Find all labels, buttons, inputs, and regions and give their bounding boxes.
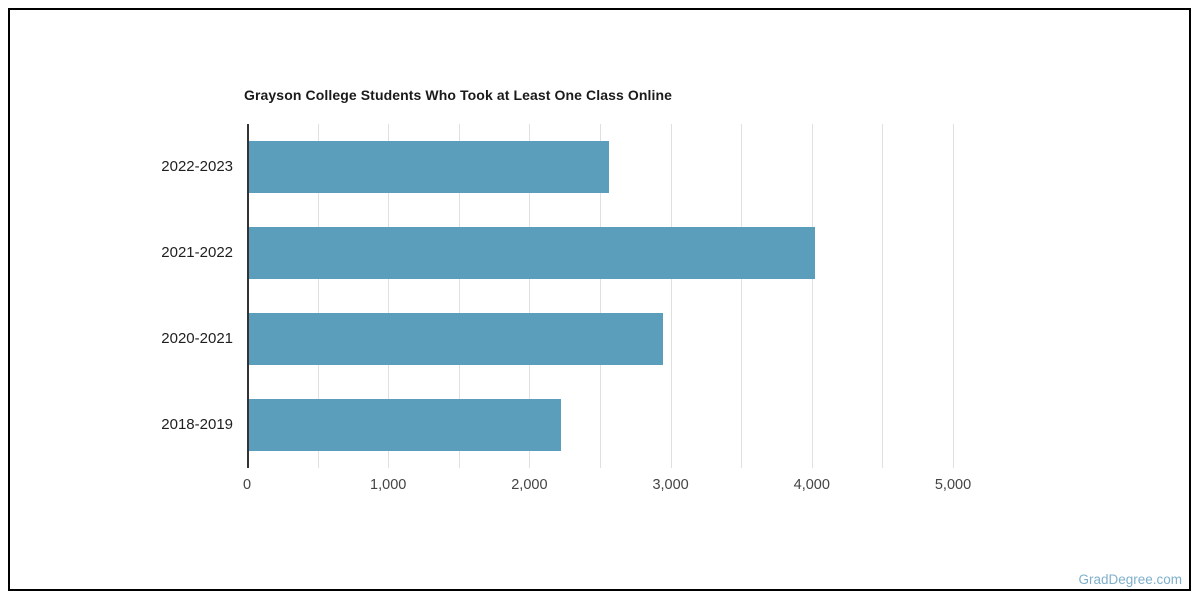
gridline bbox=[458, 124, 460, 468]
gridline bbox=[670, 124, 672, 468]
gridline bbox=[600, 124, 601, 468]
x-axis-tick-label: 5,000 bbox=[934, 477, 972, 493]
bar-2020-2021 bbox=[249, 313, 663, 365]
gridline bbox=[882, 124, 884, 468]
graddegree-watermark-link[interactable]: GradDegree.com bbox=[1078, 572, 1182, 587]
bar-2022-2023 bbox=[249, 141, 610, 193]
gridline bbox=[953, 124, 954, 468]
gridline bbox=[317, 124, 319, 468]
x-axis-tick-label: 0 bbox=[242, 477, 252, 493]
y-axis-label: 2021-2022 bbox=[161, 244, 233, 261]
y-axis-baseline bbox=[247, 124, 249, 468]
gridline bbox=[388, 124, 390, 468]
gridline bbox=[811, 124, 813, 468]
x-axis-tick-label: 4,000 bbox=[793, 477, 830, 493]
gridline bbox=[529, 124, 531, 468]
bar-2021-2022 bbox=[249, 227, 816, 279]
x-axis-tick-label: 3,000 bbox=[652, 477, 689, 493]
y-axis-label: 2018-2019 bbox=[161, 416, 233, 433]
y-axis-label: 2020-2021 bbox=[161, 330, 233, 347]
y-axis-label: 2022-2023 bbox=[161, 158, 233, 175]
gridline bbox=[741, 124, 743, 468]
x-axis-tick-label: 1,000 bbox=[370, 477, 407, 493]
x-axis-tick-label: 2,000 bbox=[511, 477, 548, 493]
chart-title: Grayson College Students Who Took at Lea… bbox=[244, 87, 673, 103]
bar-2018-2019 bbox=[249, 399, 562, 451]
